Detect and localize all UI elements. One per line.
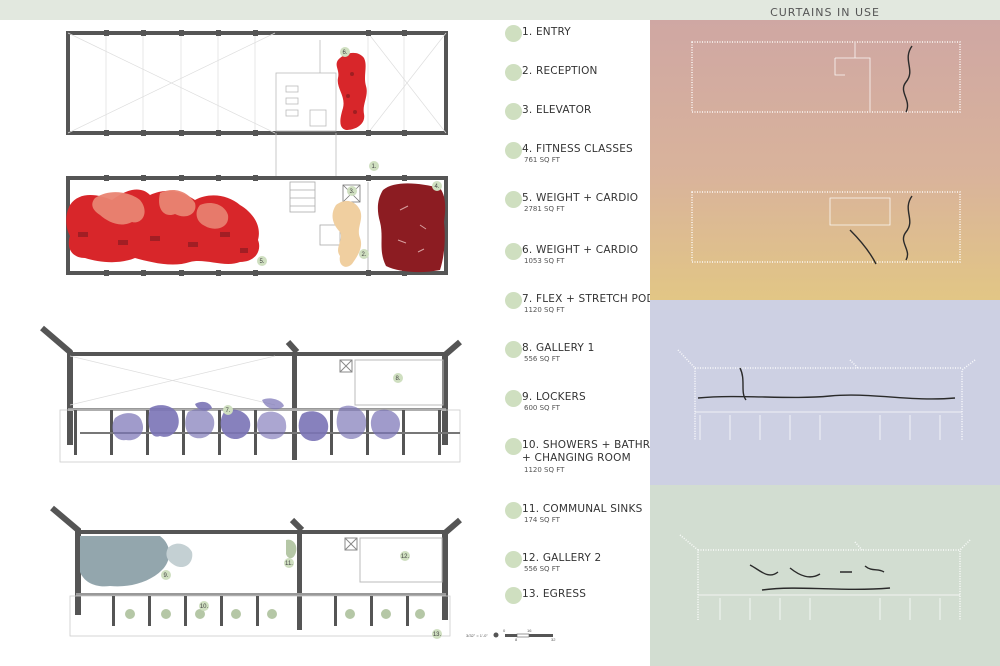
- band-section-2: [650, 485, 1000, 666]
- svg-text:13.: 13.: [433, 632, 442, 638]
- section-lower: [50, 505, 462, 637]
- curtain-grey-lockers: [80, 536, 170, 587]
- tag-5: 5.: [257, 256, 267, 266]
- top-header-band: [0, 0, 1000, 20]
- svg-text:4.: 4.: [434, 184, 439, 190]
- plan-tags: 1. 2. 3. 4. 5. 6. 7. 8. 9. 10. 11. 12. 1…: [161, 47, 442, 639]
- plan-1-core: [275, 40, 337, 132]
- scale-tick-32: 32: [551, 637, 556, 642]
- curtain-dark-red-fitness: [377, 183, 446, 273]
- tag-1: 1.: [369, 161, 379, 171]
- scale-tick-8: 8: [515, 637, 518, 642]
- svg-text:11.: 11.: [285, 561, 293, 567]
- plan-1-grid: [67, 32, 447, 134]
- tag-2: 2.: [359, 249, 369, 259]
- band-upper-floors: [650, 20, 1000, 300]
- curtain-paths: [697, 45, 956, 591]
- tag-12: 12.: [400, 551, 410, 561]
- section-upper: [40, 325, 462, 463]
- svg-text:6.: 6.: [342, 50, 347, 56]
- curtains-purple-pods: [112, 398, 400, 442]
- tag-7: 7.: [223, 405, 233, 415]
- svg-text:1.: 1.: [371, 164, 376, 170]
- svg-text:8.: 8.: [395, 376, 400, 382]
- plan-upper-floor: [66, 30, 448, 136]
- plan-1-columns: [104, 30, 407, 136]
- scale-tick-0: 0: [503, 628, 506, 633]
- curtain-peach-reception: [332, 200, 362, 267]
- curtain-diagrams: [677, 41, 976, 620]
- scale-bar: 3/32" = 1'-0" 0 8 16 32: [466, 628, 556, 642]
- legend-number-badge: [505, 25, 522, 42]
- plan-ground-floor: [66, 175, 448, 276]
- tag-11: 11.: [284, 558, 294, 568]
- tag-10: 10.: [199, 601, 209, 611]
- svg-text:2.: 2.: [361, 252, 366, 258]
- tag-13: 13.: [432, 629, 442, 639]
- svg-text:9.: 9.: [163, 573, 168, 579]
- svg-text:12.: 12.: [401, 554, 410, 560]
- svg-text:5.: 5.: [259, 259, 264, 265]
- scale-tick-16: 16: [527, 628, 532, 633]
- tag-8: 8.: [393, 373, 403, 383]
- curtains-in-use-panel: [650, 20, 1000, 666]
- svg-text:3.: 3.: [349, 189, 354, 195]
- scale-label: 3/32" = 1'-0": [466, 633, 488, 638]
- tag-9: 9.: [161, 570, 171, 580]
- tag-3: 3.: [347, 186, 357, 196]
- curtain-red-upper: [336, 52, 367, 130]
- curtains-in-use-title: CURTAINS IN USE: [770, 6, 880, 19]
- plan-1-wall: [66, 31, 448, 135]
- floor-plans: 1. 2. 3. 4. 5. 6. 7. 8. 9. 10. 11. 12. 1…: [40, 30, 556, 642]
- tag-6: 6.: [340, 47, 350, 57]
- svg-text:10.: 10.: [200, 604, 209, 610]
- tag-4: 4.: [432, 181, 442, 191]
- band-section-1: [650, 300, 1000, 485]
- svg-text:7.: 7.: [225, 408, 230, 414]
